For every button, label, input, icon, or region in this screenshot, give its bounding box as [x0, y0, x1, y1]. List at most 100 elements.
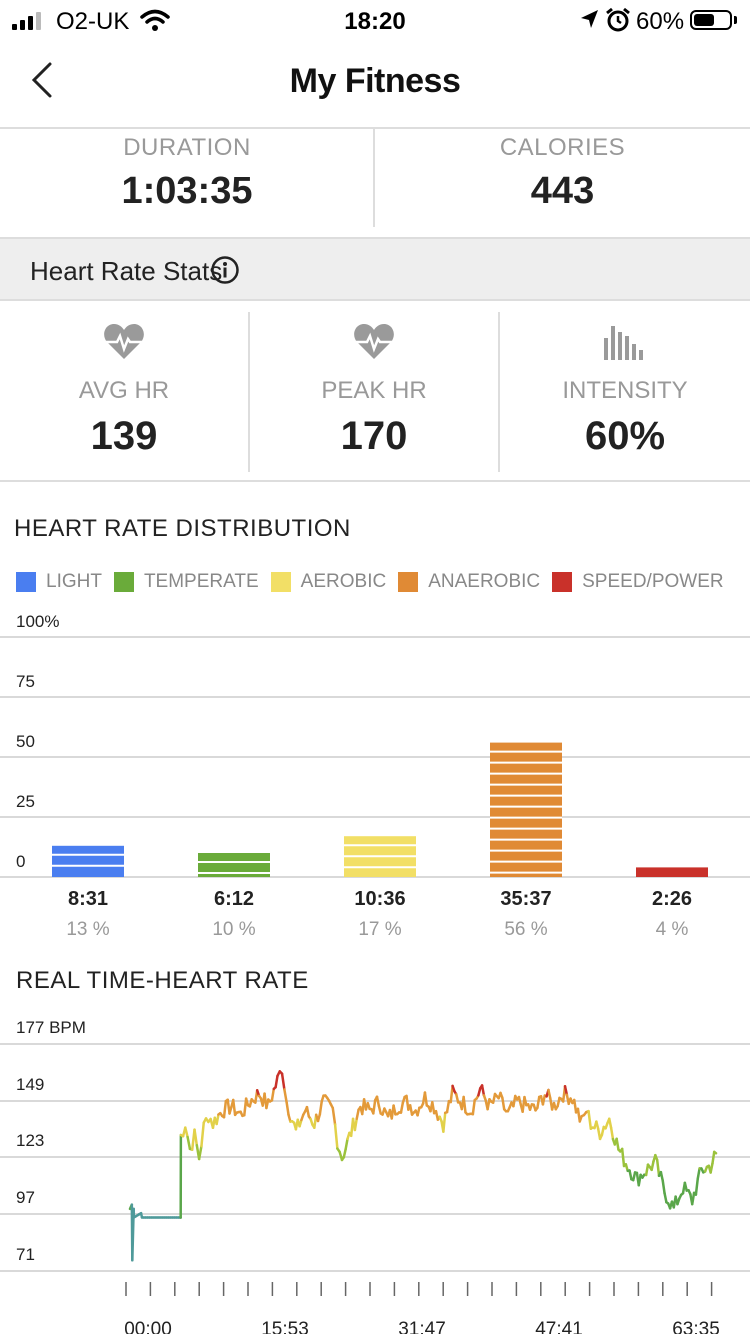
y-tick-label: 25 — [16, 792, 35, 811]
heart-rate-line-segment — [342, 1147, 347, 1159]
heart-rate-line-segment — [423, 1091, 429, 1107]
x-tick-label: 15:53 — [261, 1319, 309, 1334]
legend-label: LIGHT — [46, 571, 102, 592]
page-title: My Fitness — [289, 62, 461, 100]
heart-rate-line-segment — [285, 1101, 290, 1117]
heart-rate-line-segment — [517, 1095, 523, 1106]
bar-light — [52, 845, 124, 877]
info-icon[interactable] — [210, 255, 240, 285]
heart-rate-line-segment — [353, 1117, 358, 1132]
heart-rate-line-segment — [690, 1191, 696, 1206]
wifi-icon — [140, 9, 170, 31]
heart-rate-line-segment — [609, 1126, 615, 1141]
heart-rate-line-segment — [608, 1117, 613, 1130]
divider — [0, 480, 750, 482]
heart-rate-icon — [354, 324, 394, 359]
y-tick-label: 123 — [16, 1131, 44, 1150]
duration-label: 10:36 — [354, 888, 405, 910]
heart-rate-line-segment — [631, 1171, 637, 1182]
bar-temperate — [198, 853, 270, 877]
heart-rate-line-segment — [200, 1121, 205, 1148]
heart-rate-line-segment — [231, 1098, 237, 1117]
heart-rate-line-segment — [377, 1104, 382, 1115]
heart-rate-line-segment — [644, 1163, 650, 1177]
heart-rate-line-segment — [541, 1094, 547, 1106]
bar-fill — [636, 867, 708, 877]
heart-rate-line-segment — [186, 1135, 192, 1151]
bar-aerobic — [344, 836, 416, 877]
y-tick-label: 177 BPM — [16, 1018, 86, 1037]
percent-label: 13 % — [66, 919, 109, 940]
legend-swatch — [552, 572, 573, 592]
duration-label: 35:37 — [500, 888, 551, 910]
heart-rate-line-segment — [375, 1095, 381, 1108]
heart-rate-line-segment — [615, 1137, 620, 1151]
heart-rate-line-segment — [587, 1109, 593, 1130]
intensity-value: 60% — [584, 414, 666, 458]
heart-rate-line-segment — [563, 1084, 569, 1096]
heart-rate-line-segment — [547, 1088, 552, 1100]
legend-item-aerobic: AEROBIC — [270, 571, 387, 593]
legend-label: AEROBIC — [300, 571, 387, 592]
realtime-chart: 177 BPM 149 123 97 71 00:00 15:53 31:47 47:41 63:… — [0, 1018, 750, 1334]
legend-label: SPEED/POWER — [582, 571, 724, 592]
x-tick-label: 63:35 — [672, 1319, 720, 1334]
y-tick-label: 149 — [16, 1075, 44, 1094]
heart-rate-line-segment — [222, 1099, 228, 1119]
avg-hr-label: AVG HR — [78, 377, 170, 404]
heart-rate-line-segment — [600, 1125, 605, 1137]
heart-rate-line-segment — [333, 1123, 339, 1150]
calories-label: CALORIES — [499, 134, 626, 161]
divider — [248, 312, 250, 472]
section-title: Heart Rate Stats — [30, 256, 223, 286]
heart-rate-line-segment — [709, 1162, 714, 1174]
heart-rate-line-segment — [696, 1167, 701, 1181]
heart-rate-line-segment — [280, 1072, 286, 1091]
heart-rate-line-segment — [711, 1150, 716, 1165]
heart-rate-line-segment — [659, 1170, 664, 1182]
heart-rate-line-segment — [431, 1101, 436, 1115]
back-chevron-icon[interactable] — [28, 58, 58, 102]
alarm-icon — [606, 7, 630, 32]
heart-rate-line-segment — [536, 1095, 541, 1110]
percent-label: 56 % — [504, 919, 547, 940]
heart-rate-line-segment — [595, 1120, 600, 1131]
realtime-title: REAL TIME-HEART RATE — [16, 967, 309, 994]
avg-hr-value: 139 — [90, 414, 158, 458]
heart-rate-line-segment — [355, 1108, 360, 1121]
heart-rate-line-segment — [193, 1128, 199, 1147]
divider — [498, 312, 500, 472]
y-tick-label: 50 — [16, 732, 35, 751]
heart-rate-line-segment — [663, 1192, 668, 1204]
x-tick-label: 31:47 — [398, 1319, 446, 1334]
heart-rate-line-segment — [712, 1150, 718, 1155]
heart-rate-line-segment — [283, 1088, 288, 1104]
peak-hr-value: 170 — [340, 414, 408, 458]
heart-rate-line-segment — [372, 1098, 377, 1115]
clock: 18:20 — [344, 8, 406, 35]
carrier-label: O2-UK — [56, 8, 130, 35]
section-header — [0, 237, 750, 301]
duration-label: 8:31 — [68, 888, 108, 910]
duration-value: 1:03:35 — [121, 170, 253, 212]
y-tick-label: 97 — [16, 1188, 35, 1207]
heart-rate-line-segment — [344, 1137, 349, 1151]
bar-fill — [490, 742, 562, 877]
y-tick-label: 75 — [16, 672, 35, 691]
heart-rate-line-segment — [462, 1095, 467, 1114]
calories-value: 443 — [530, 170, 595, 212]
legend-item-speed-power: SPEED/POWER — [552, 571, 724, 593]
duration-label: 6:12 — [214, 888, 254, 910]
heart-rate-line-segment — [318, 1100, 323, 1116]
heart-rate-line-segment — [331, 1106, 337, 1126]
heart-rate-line-segment — [683, 1181, 688, 1192]
heart-rate-line-segment — [480, 1084, 486, 1097]
battery-percent: 60% — [636, 8, 685, 35]
bar-anaerobic — [490, 742, 562, 877]
distribution-chart: 100% 75 50 25 0 8:31 13 % 6:12 10 % 10:36 17 % 35:3… — [0, 612, 750, 940]
heart-rate-icon — [104, 324, 144, 359]
intensity-label: INTENSITY — [562, 377, 688, 404]
legend-swatch — [270, 572, 291, 592]
legend-swatch — [398, 572, 419, 592]
y-tick-label: 71 — [16, 1245, 35, 1264]
